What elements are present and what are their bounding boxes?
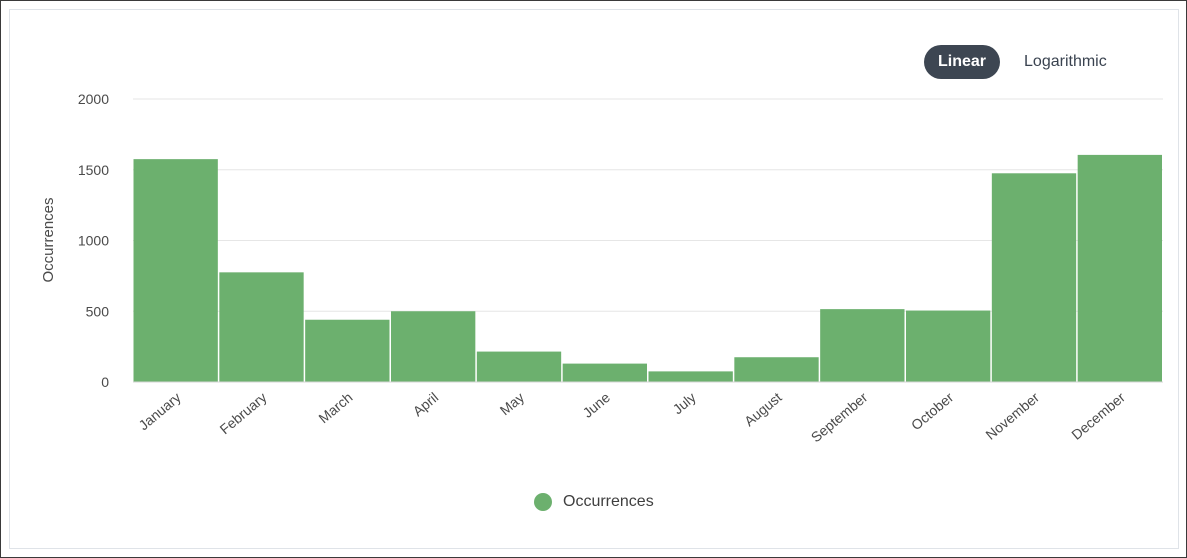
bar-march[interactable]: [305, 319, 390, 382]
y-tick-label: 1000: [78, 233, 109, 249]
x-tick-label: April: [410, 389, 442, 419]
x-tick-label: October: [908, 389, 957, 433]
y-axis-ticks: 0 500 1000 1500 2000: [78, 91, 109, 390]
scale-toggle: Linear Logarithmic: [924, 45, 1121, 79]
legend-label: Occurrences: [563, 493, 654, 510]
bar-september[interactable]: [820, 309, 905, 382]
bar-october[interactable]: [906, 310, 991, 382]
y-tick-label: 2000: [78, 91, 109, 107]
x-axis-ticks: January February March April May June July Augu…: [135, 389, 1128, 445]
bar-january[interactable]: [133, 159, 218, 382]
y-tick-label: 1500: [78, 162, 109, 178]
x-tick-label: June: [579, 389, 613, 421]
x-tick-label: December: [1068, 389, 1128, 443]
y-tick-label: 0: [101, 374, 109, 390]
legend-swatch: [534, 493, 552, 511]
x-tick-label: March: [315, 389, 355, 426]
x-tick-label: August: [741, 389, 785, 429]
bar-july[interactable]: [648, 371, 733, 382]
bar-november[interactable]: [991, 173, 1077, 382]
linear-scale-button[interactable]: Linear: [924, 45, 1001, 79]
x-tick-label: September: [808, 389, 871, 445]
logarithmic-scale-button[interactable]: Logarithmic: [1024, 53, 1107, 70]
bar-june[interactable]: [562, 363, 647, 382]
bar-february[interactable]: [219, 272, 304, 382]
grid-lines: [133, 98, 1163, 312]
bar-august[interactable]: [734, 357, 819, 382]
bar-chart: 0 500 1000 1500 2000 Occurrences January Febr…: [40, 91, 1163, 445]
bars: [133, 154, 1162, 382]
x-tick-label: February: [216, 389, 269, 437]
bar-december[interactable]: [1077, 154, 1162, 382]
y-tick-label: 500: [86, 303, 110, 319]
x-tick-label: November: [982, 389, 1042, 443]
bar-may[interactable]: [476, 351, 562, 382]
y-axis-title: Occurrences: [40, 197, 57, 282]
bar-april[interactable]: [391, 311, 476, 382]
x-tick-label: July: [669, 389, 698, 417]
legend[interactable]: Occurrences: [534, 493, 654, 511]
x-tick-label: January: [135, 389, 183, 433]
x-tick-label: May: [497, 389, 528, 418]
